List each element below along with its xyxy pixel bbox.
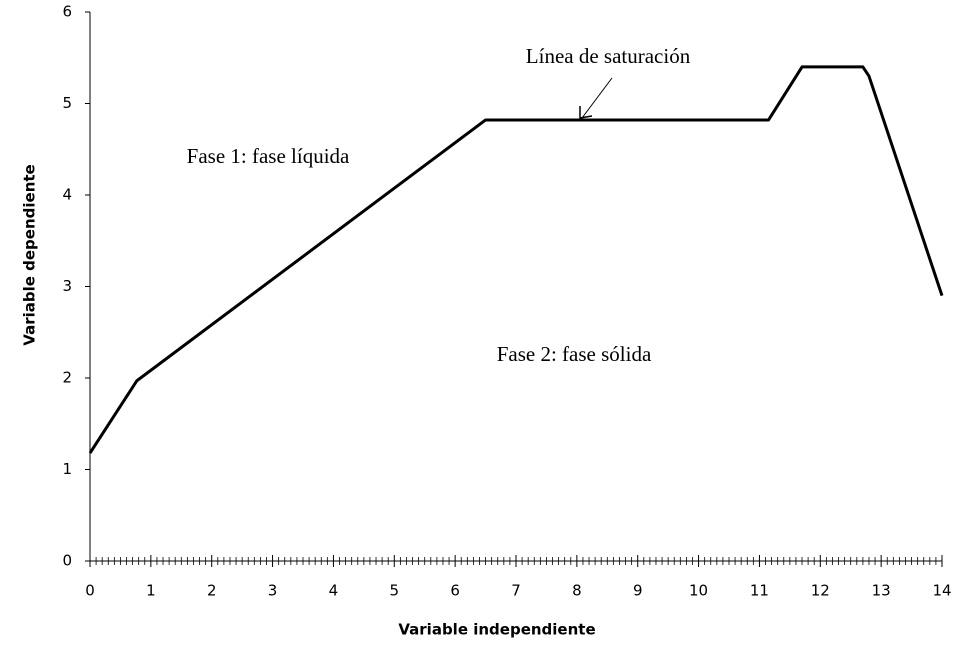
y-tick-label: 0 bbox=[62, 552, 72, 570]
data-line bbox=[88, 65, 944, 454]
x-tick-label: 13 bbox=[872, 582, 891, 600]
y-tick-label: 6 bbox=[62, 3, 72, 21]
x-tick-label: 10 bbox=[689, 582, 708, 600]
y-tick-label: 3 bbox=[62, 277, 72, 295]
x-tick-label: 0 bbox=[85, 582, 95, 600]
x-tick-label: 14 bbox=[932, 582, 951, 600]
y-tick-label: 4 bbox=[62, 186, 72, 204]
x-tick-label: 8 bbox=[572, 582, 582, 600]
arrow-head bbox=[579, 106, 593, 119]
x-tick-label: 2 bbox=[207, 582, 217, 600]
y-tick-label: 2 bbox=[62, 369, 72, 387]
x-axis-label: Variable independiente bbox=[398, 621, 595, 639]
x-tick-label: 1 bbox=[146, 582, 156, 600]
x-tick-label: 5 bbox=[390, 582, 400, 600]
y-tick-label: 5 bbox=[62, 94, 72, 112]
y-tick-label: 1 bbox=[62, 460, 72, 478]
y-axis-label: Variable dependiente bbox=[21, 164, 39, 345]
x-tick-label: 7 bbox=[511, 582, 521, 600]
annotation: Fase 2: fase sólida bbox=[497, 342, 652, 366]
annotation-arrow bbox=[581, 77, 613, 119]
x-tick-label: 6 bbox=[450, 582, 460, 600]
x-tick-label: 11 bbox=[750, 582, 769, 600]
x-tick-label: 9 bbox=[633, 582, 643, 600]
x-tick-label: 4 bbox=[329, 582, 339, 600]
annotation: Fase 1: fase líquida bbox=[187, 144, 350, 168]
x-tick-label: 12 bbox=[811, 582, 830, 600]
annotation: Línea de saturación bbox=[526, 44, 691, 68]
x-tick-label: 3 bbox=[268, 582, 278, 600]
